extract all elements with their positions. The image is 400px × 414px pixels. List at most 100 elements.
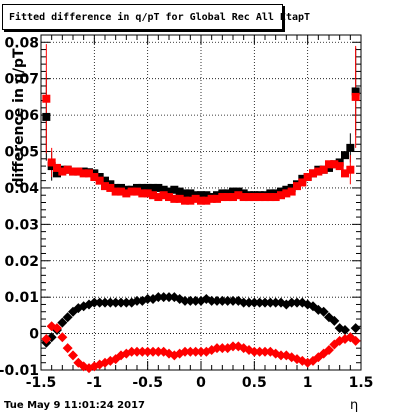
series-1-point (149, 183, 157, 192)
y-tick-label: -0.01 (0, 363, 39, 379)
series-1-point (197, 191, 205, 200)
series-2-point (223, 193, 232, 202)
series-2-point (309, 169, 317, 178)
series-2-point (165, 193, 173, 202)
series-4-point (254, 346, 265, 357)
series-2-point (159, 191, 168, 200)
series-1-point (154, 183, 163, 192)
x-tick-label: 1 (303, 375, 313, 391)
series-2-point (74, 167, 83, 176)
series-3-point (329, 315, 340, 326)
series-3-point (217, 295, 228, 306)
series-2-point (255, 193, 264, 202)
x-tick-label: 1.5 (349, 375, 374, 391)
series-2-point (277, 191, 285, 200)
y-tick-label: 0.07 (4, 72, 39, 88)
series-2-point (85, 169, 93, 178)
series-3-point (105, 297, 116, 308)
series-2-point (229, 193, 237, 202)
series-2-point (266, 193, 275, 202)
series-2-point (58, 167, 67, 176)
y-tick-label: 0.08 (4, 35, 39, 51)
series-4-point (153, 346, 164, 357)
series-2-point (138, 189, 147, 198)
series-2-point (106, 183, 115, 192)
series-3-point (121, 297, 132, 308)
series-4-point (249, 346, 260, 357)
series-1-point (346, 143, 355, 152)
series-2-point (319, 165, 328, 174)
series-3-point (116, 297, 126, 308)
series-2-point (186, 196, 195, 205)
series-2-point (101, 182, 109, 191)
axis-tick-labels: -1.5 -1 -0.5 0 0.5 1 1.5 -0.01 0 0.01 0.02 0.03 0.04… (0, 35, 373, 391)
series-3-point (206, 295, 217, 306)
series-2-point (261, 193, 269, 202)
series-1-point (165, 187, 173, 196)
x-axis-label: η (350, 398, 359, 413)
series-2-point (341, 169, 349, 178)
x-tick-label: -0.5 (132, 375, 163, 391)
timestamp-label: Tue May 9 11:01:24 2017 (4, 400, 145, 411)
series-2-point (181, 196, 189, 205)
series-3-point (270, 297, 281, 308)
series-2-point (197, 196, 205, 205)
series-3-point (244, 297, 254, 308)
y-tick-label: 0.05 (4, 145, 39, 161)
series-3-point (340, 324, 350, 335)
series-2-point (117, 187, 125, 196)
series-2-point (314, 167, 323, 176)
series-3-point (110, 297, 121, 308)
y-tick-label: 0.04 (4, 181, 39, 197)
series-4-point (62, 343, 73, 354)
series-3-point (100, 297, 110, 308)
series-3-point (57, 317, 68, 328)
series-2-point (298, 178, 307, 187)
series-2-point (47, 158, 56, 167)
y-tick-label: 0.06 (4, 108, 39, 124)
series-4-point (137, 346, 148, 357)
series-3-point (249, 297, 260, 308)
x-tick-label: 0.5 (242, 375, 267, 391)
series-2-point (218, 193, 227, 202)
series-3-point (132, 295, 142, 306)
y-tick-label: 0.01 (4, 290, 39, 306)
series-3-point (190, 295, 201, 306)
series-2-point (351, 92, 360, 101)
series-3-point (212, 295, 222, 306)
data-points (41, 87, 361, 374)
series-3-point (180, 295, 190, 306)
series-4-point (217, 343, 228, 354)
series-4-point (260, 346, 270, 357)
series-3-point (265, 297, 276, 308)
series-4-point (142, 346, 153, 357)
series-2-point (149, 191, 157, 200)
series-3-point (228, 295, 238, 306)
series-3-point (286, 297, 297, 308)
axis-ticks (40, 35, 362, 371)
x-tick-label: -1.5 (26, 375, 57, 391)
series-2-point (234, 191, 243, 200)
series-2-point (303, 173, 312, 182)
x-tick-label: -1 (87, 375, 103, 391)
series-1-point (138, 183, 147, 192)
series-3-point (62, 312, 73, 323)
series-2-point (250, 193, 259, 202)
series-3-point (153, 292, 164, 303)
series-4-point (190, 346, 201, 357)
series-4-point (212, 343, 222, 354)
series-3-point (350, 323, 361, 334)
series-3-point (292, 297, 302, 308)
series-2-point (143, 189, 152, 198)
y-tick-label: 0.03 (4, 217, 39, 233)
series-3-point (238, 297, 249, 308)
series-2-point (271, 193, 280, 202)
series-3-point (94, 297, 105, 308)
series-4-point (68, 350, 78, 361)
series-2-point (133, 187, 141, 196)
series-3-point (89, 297, 100, 308)
series-2-point (330, 160, 339, 169)
y-axis-label: difference in q/pT (11, 48, 27, 187)
series-2-point (202, 196, 211, 205)
